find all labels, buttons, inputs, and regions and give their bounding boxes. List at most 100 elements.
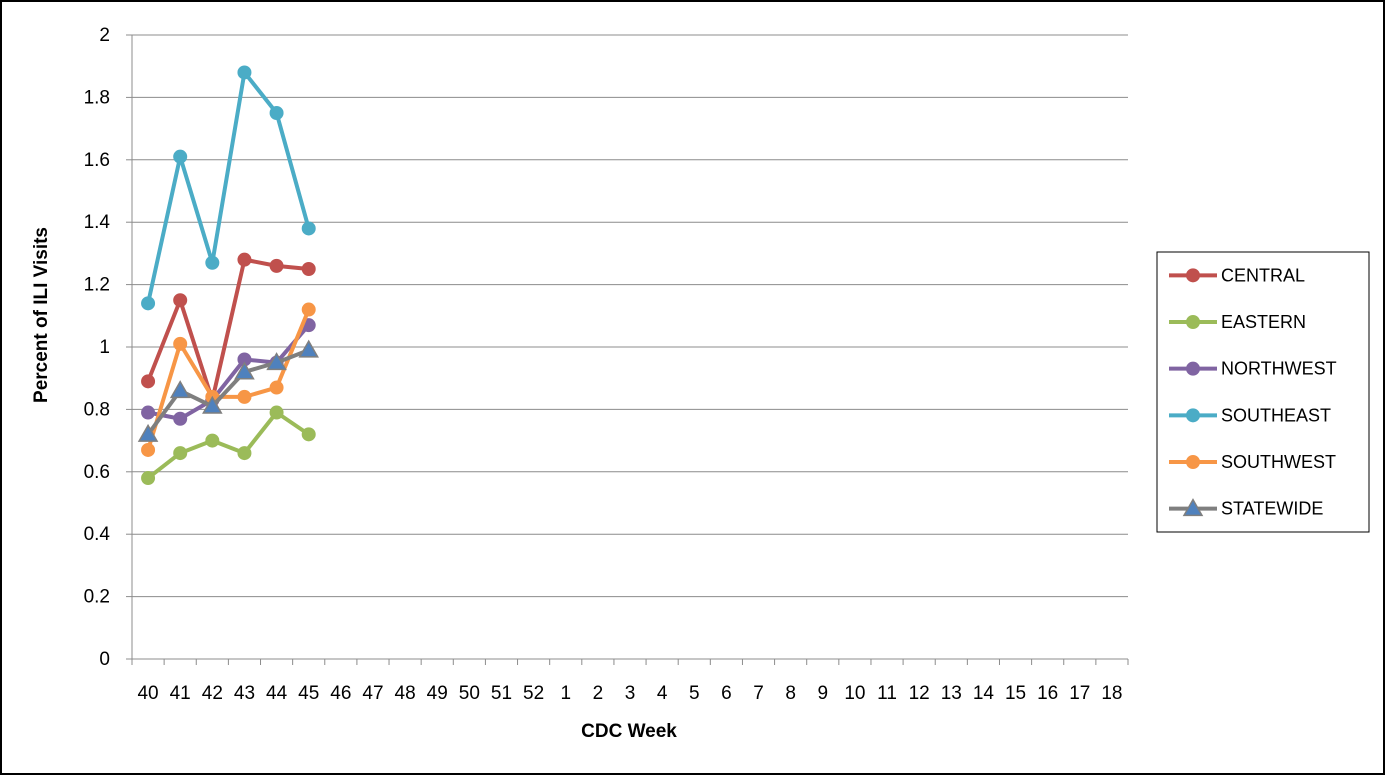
data-point-marker — [301, 262, 316, 276]
x-tick-label: 1 — [560, 683, 571, 704]
series-line — [146, 307, 311, 452]
data-point-marker — [269, 106, 284, 120]
legend-label: NORTHWEST — [1221, 359, 1337, 379]
y-tick-labels: 0 0.2 0.4 0.6 0.8 1 1.2 1.4 1.6 1.8 2 — [84, 25, 111, 670]
series-southeast — [141, 65, 316, 311]
data-point-marker — [298, 339, 320, 358]
legend-label: CENTRAL — [1221, 265, 1305, 285]
data-point-marker — [1186, 361, 1200, 376]
x-tick-label: 41 — [170, 683, 191, 704]
data-point-marker — [173, 446, 188, 461]
data-point-marker — [269, 380, 284, 395]
data-point-marker — [205, 433, 220, 448]
y-tick-label: 0.4 — [84, 524, 111, 545]
legend-box — [1156, 251, 1370, 533]
x-tick-label: 7 — [753, 683, 764, 704]
data-point-marker — [1186, 268, 1200, 283]
x-tick-label: 12 — [909, 683, 930, 704]
data-point-marker — [1186, 455, 1200, 469]
x-tick-label: 48 — [395, 683, 416, 704]
legend-item: SOUTHEAST — [1169, 405, 1331, 425]
x-tick-label: 8 — [785, 683, 796, 704]
legend-item: STATEWIDE — [1169, 498, 1323, 519]
data-point-marker — [1182, 498, 1204, 517]
series-eastern — [141, 405, 316, 486]
y-tick-label: 0.2 — [84, 587, 110, 608]
data-point-marker — [301, 427, 316, 442]
legend: CENTRAL EASTERN NORTHWEST SOUTHEAST SOUTHWES… — [1156, 251, 1370, 533]
data-point-marker — [141, 471, 156, 486]
data-point-marker — [141, 442, 156, 457]
y-tick-label: 1 — [99, 337, 110, 358]
data-point-marker — [169, 380, 191, 399]
data-point-marker — [266, 352, 287, 371]
x-tick-label: 15 — [1005, 683, 1026, 704]
y-tick-label: 0 — [99, 649, 110, 670]
y-tick-label: 1.4 — [84, 212, 111, 233]
legend-item: CENTRAL — [1169, 265, 1305, 285]
x-tick-label: 2 — [593, 683, 604, 704]
x-tick-label: 42 — [202, 683, 223, 704]
x-tick-label: 14 — [973, 683, 995, 704]
x-tick-label: 9 — [817, 683, 828, 704]
series-line — [146, 348, 311, 437]
data-point-marker — [141, 374, 156, 389]
x-tick-label: 17 — [1069, 683, 1090, 704]
x-tick-label: 4 — [657, 683, 668, 704]
x-tick-label: 45 — [298, 683, 319, 704]
x-tick-labels: 40 41 42 43 44 45 46 47 48 49 50 51 52 1 2 3 4 5 6 7 8 9 10 11 1… — [137, 683, 1122, 704]
x-tick-label: 5 — [689, 683, 700, 704]
x-tick-label: 6 — [721, 683, 732, 704]
legend-label: SOUTHWEST — [1221, 452, 1336, 472]
data-point-marker — [1186, 315, 1200, 329]
legend-label: EASTERN — [1221, 312, 1306, 332]
x-tick-label: 49 — [427, 683, 448, 704]
data-point-marker — [301, 302, 316, 317]
y-tick-label: 0.8 — [84, 399, 110, 420]
y-tick-label: 2 — [99, 25, 110, 46]
data-point-marker — [1186, 408, 1200, 423]
x-tick-label: 13 — [941, 683, 962, 704]
series-layer — [137, 65, 320, 486]
x-tick-label: 3 — [625, 683, 636, 704]
data-point-marker — [234, 361, 255, 380]
y-tick-label: 0.6 — [84, 462, 110, 483]
legend-label: STATEWIDE — [1221, 499, 1323, 519]
data-point-marker — [205, 255, 220, 270]
data-point-marker — [173, 411, 188, 426]
data-point-marker — [237, 446, 252, 461]
x-tick-label: 40 — [137, 683, 158, 704]
series-line — [146, 410, 311, 481]
x-tick-label: 11 — [877, 683, 897, 704]
x-tick-label: 47 — [362, 683, 383, 704]
legend-item: NORTHWEST — [1169, 359, 1337, 379]
series-statewide — [137, 339, 320, 442]
gridlines — [132, 34, 1128, 598]
y-tick-label: 1.6 — [84, 150, 110, 171]
legend-item: EASTERN — [1169, 312, 1306, 332]
x-tick-label: 10 — [844, 683, 865, 704]
data-point-marker — [141, 296, 156, 311]
data-point-marker — [237, 389, 252, 404]
data-point-marker — [237, 252, 252, 267]
y-axis-title: Percent of ILI Visits — [31, 227, 52, 403]
data-point-marker — [173, 336, 188, 351]
data-point-marker — [301, 221, 316, 236]
x-tick-label: 18 — [1101, 683, 1122, 704]
data-point-marker — [269, 405, 284, 420]
axes — [126, 34, 1129, 665]
data-point-marker — [173, 293, 188, 308]
data-point-marker — [137, 423, 159, 442]
x-axis-title: CDC Week — [581, 721, 677, 742]
data-point-marker — [269, 258, 284, 273]
x-tick-label: 44 — [266, 683, 288, 704]
y-tick-label: 1.2 — [84, 275, 110, 296]
x-tick-label: 46 — [330, 683, 351, 704]
data-point-marker — [202, 395, 223, 414]
x-tick-label: 50 — [459, 683, 480, 704]
data-point-marker — [173, 149, 188, 164]
data-point-marker — [237, 65, 252, 80]
series-central — [141, 252, 316, 408]
